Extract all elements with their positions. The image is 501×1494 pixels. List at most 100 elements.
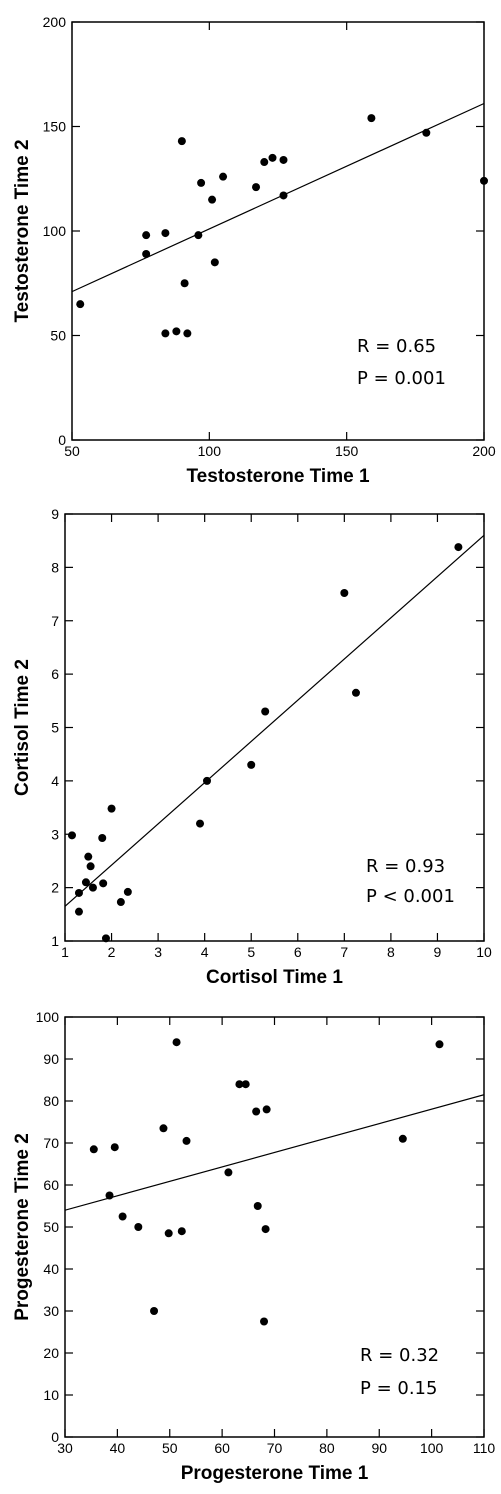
testosterone-y-axis-title: Testosterone Time 2 — [12, 139, 33, 322]
progesterone-y-axis-title: Progesterone Time 2 — [12, 1133, 33, 1321]
progesterone-x-tick-label: 50 — [162, 1440, 178, 1456]
cortisol-x-tick-label: 4 — [201, 944, 209, 960]
testosterone-x-tick-label: 150 — [335, 443, 359, 459]
progesterone-y-tick-label: 90 — [43, 1051, 59, 1067]
testosterone-data-point — [422, 128, 431, 137]
progesterone-data-point — [260, 1317, 269, 1326]
progesterone-data-point — [435, 1040, 444, 1049]
progesterone-data-point — [110, 1143, 119, 1152]
progesterone-x-tick-label: 110 — [473, 1440, 496, 1456]
cortisol-r-value: R = 0.93 — [366, 856, 445, 877]
cortisol-y-tick-label: 2 — [51, 880, 59, 896]
cortisol-data-point — [454, 543, 463, 552]
progesterone-y-tick-label: 60 — [43, 1177, 59, 1193]
cortisol-x-tick-label: 6 — [294, 944, 302, 960]
cortisol-data-point — [74, 888, 83, 897]
testosterone-data-point — [279, 155, 288, 164]
testosterone-data-point — [76, 300, 85, 309]
cortisol-data-point — [196, 819, 205, 828]
testosterone-y-tick-label: 200 — [43, 14, 67, 30]
testosterone-y-tick-label: 50 — [50, 328, 66, 344]
testosterone-data-point — [142, 231, 151, 240]
progesterone-y-tick-label: 40 — [43, 1261, 59, 1277]
progesterone-y-tick-label: 70 — [43, 1135, 59, 1151]
progesterone-data-point — [134, 1223, 143, 1231]
cortisol-y-tick-label: 7 — [51, 613, 59, 629]
cortisol-x-tick-label: 9 — [434, 944, 442, 960]
testosterone-data-point — [183, 329, 192, 338]
progesterone-y-tick-label: 50 — [43, 1219, 59, 1235]
progesterone-data-point — [150, 1307, 159, 1315]
progesterone-data-point — [177, 1227, 186, 1236]
cortisol-x-tick-label: 8 — [387, 944, 395, 960]
cortisol-y-tick-label: 8 — [51, 559, 59, 575]
progesterone-r-value: R = 0.32 — [360, 1345, 439, 1366]
testosterone-data-point — [180, 279, 189, 288]
cortisol-y-tick-label: 3 — [51, 826, 59, 842]
cortisol-x-tick-label: 3 — [154, 944, 162, 960]
progesterone-y-tick-label: 10 — [43, 1387, 59, 1403]
progesterone-p-value: P = 0.15 — [360, 1378, 437, 1399]
progesterone-x-tick-label: 90 — [371, 1440, 387, 1456]
cortisol-y-tick-label: 1 — [51, 933, 59, 949]
cortisol-data-point — [81, 878, 90, 887]
testosterone-data-point — [161, 329, 170, 338]
testosterone-p-value: P = 0.001 — [357, 368, 446, 389]
cortisol-data-point — [202, 776, 211, 785]
progesterone-data-point — [159, 1124, 168, 1133]
progesterone-plot-frame — [64, 1016, 485, 1438]
cortisol-y-axis-title: Cortisol Time 2 — [12, 659, 33, 796]
progesterone-y-tick-label: 30 — [43, 1303, 59, 1319]
progesterone-y-tick-label: 20 — [43, 1345, 59, 1361]
progesterone-data-point — [224, 1168, 233, 1177]
cortisol-x-tick-label: 1 — [61, 944, 69, 960]
progesterone-regression-line — [65, 1094, 484, 1211]
testosterone-data-point — [268, 153, 277, 162]
progesterone-data-point — [118, 1212, 127, 1221]
progesterone-data-point — [164, 1229, 173, 1238]
progesterone-x-tick-label: 100 — [420, 1440, 444, 1456]
cortisol-data-point — [88, 883, 97, 892]
progesterone-data-point — [262, 1105, 271, 1114]
testosterone-x-tick-label: 200 — [472, 443, 496, 459]
progesterone-y-tick-label: 80 — [43, 1093, 59, 1109]
cortisol-x-tick-label: 2 — [108, 944, 116, 960]
testosterone-data-point — [142, 249, 151, 258]
progesterone-data-point — [252, 1107, 261, 1116]
cortisol-data-point — [351, 688, 360, 697]
progesterone-x-tick-label: 80 — [319, 1440, 335, 1456]
cortisol-data-point — [99, 879, 108, 888]
progesterone-data-point — [105, 1191, 114, 1200]
progesterone-data-point — [253, 1202, 262, 1210]
testosterone-y-tick-label: 0 — [58, 432, 66, 448]
testosterone-data-point — [177, 137, 186, 146]
testosterone-data-point — [252, 183, 261, 192]
cortisol-data-point — [340, 588, 349, 597]
testosterone-data-point — [161, 229, 170, 238]
progesterone-data-point — [89, 1145, 98, 1154]
testosterone-data-point — [279, 191, 288, 200]
progesterone-chart: 30 40 50 60 70 80 90 100 110 0 10 20 30 40 50 60 70 80 90 1… — [12, 1009, 496, 1484]
cortisol-data-point — [74, 907, 83, 916]
cortisol-data-point — [67, 831, 76, 840]
testosterone-data-point — [208, 195, 217, 204]
testosterone-data-point — [197, 178, 206, 187]
testosterone-data-point — [260, 158, 269, 167]
testosterone-data-point — [172, 327, 181, 336]
cortisol-data-point — [107, 804, 116, 813]
progesterone-x-axis-title: Progesterone Time 1 — [181, 1463, 369, 1484]
cortisol-regression-line — [65, 534, 484, 907]
cortisol-x-axis-title: Cortisol Time 1 — [206, 967, 343, 988]
cortisol-p-value: P < 0.001 — [366, 886, 455, 907]
progesterone-x-tick-label: 40 — [110, 1440, 126, 1456]
cortisol-data-point — [261, 707, 270, 716]
progesterone-data-point — [182, 1136, 191, 1145]
cortisol-chart: 1 2 3 4 5 6 7 8 9 10 1 2 3 4 5 6 7 8 9 R = 0.93 P < 0.001 Cor… — [12, 506, 492, 988]
progesterone-y-tick-label: 0 — [51, 1429, 59, 1445]
testosterone-x-tick-label: 100 — [198, 443, 222, 459]
testosterone-regression-line — [72, 102, 484, 293]
progesterone-data-point — [241, 1080, 250, 1089]
testosterone-x-tick-label: 50 — [64, 443, 80, 459]
cortisol-data-point — [116, 898, 125, 907]
cortisol-y-tick-label: 9 — [51, 506, 59, 522]
